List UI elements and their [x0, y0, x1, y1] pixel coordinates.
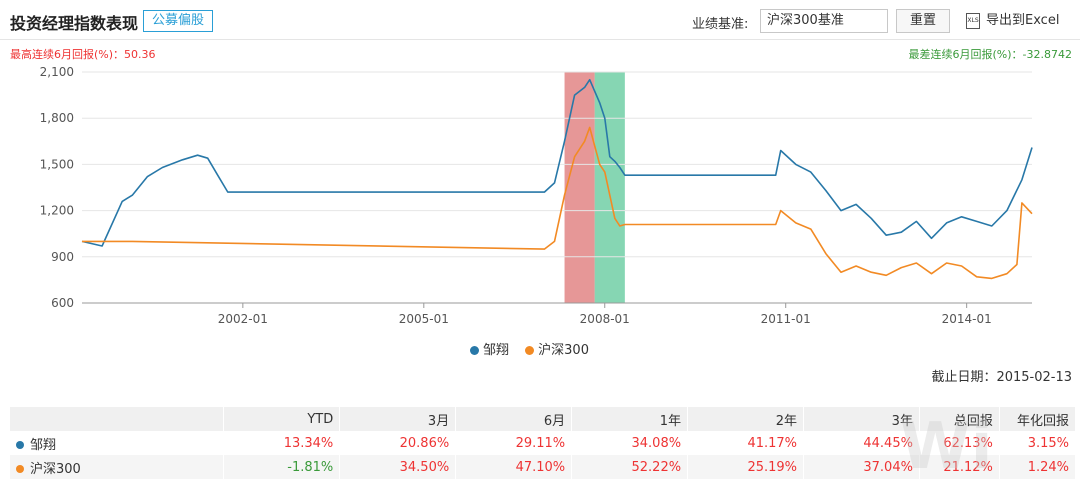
- table-row: 沪深300 -1.81% 34.50% 47.10% 52.22% 25.19% 37.04…: [10, 455, 1077, 479]
- legend-marker: [470, 346, 479, 355]
- legend-item-index[interactable]: 沪深300: [525, 343, 589, 358]
- legend-label: 邹翔: [483, 343, 510, 358]
- return-cell: 62.13%: [919, 431, 1000, 455]
- series-marker: [16, 441, 24, 449]
- reset-button[interactable]: 重置: [896, 9, 950, 33]
- performance-table: YTD 3月 6月 1年 2年 3年 总回报 年化回报 邹翔 13.34% 20.8…: [10, 407, 1077, 479]
- return-cell: 20.86%: [339, 431, 457, 455]
- x-tick-label: 2005-01: [399, 312, 449, 326]
- return-cell: 13.34%: [223, 431, 341, 455]
- return-cell: 34.50%: [339, 455, 457, 479]
- worst-period-band: [594, 72, 625, 303]
- best-period-band: [564, 72, 595, 303]
- x-tick-label: 2014-01: [942, 312, 992, 326]
- y-tick-label: 1,800: [40, 111, 74, 125]
- export-excel-button[interactable]: XLS 导出到Excel: [966, 11, 1059, 31]
- return-cell: 37.04%: [803, 455, 920, 479]
- return-cell: 21.12%: [919, 455, 1000, 479]
- return-cell: 52.22%: [571, 455, 689, 479]
- legend-item-manager[interactable]: 邹翔: [470, 343, 509, 358]
- col-header: 总回报: [919, 407, 1000, 431]
- benchmark-input[interactable]: 沪深300基准: [760, 9, 888, 33]
- col-header: 年化回报: [999, 407, 1077, 431]
- series-line-index: [82, 126, 1033, 280]
- return-cell: 47.10%: [455, 455, 573, 479]
- performance-chart: 600 900 1,200 1,500 1,800 2,100 2002-01 2005-01…: [40, 65, 1033, 326]
- benchmark-label: 业绩基准:: [692, 17, 749, 32]
- chart-legend: 邹翔 沪深300: [470, 339, 601, 358]
- series-marker: [16, 465, 24, 473]
- x-tick-label: 2002-01: [218, 312, 268, 326]
- xls-file-icon: XLS: [966, 12, 980, 29]
- y-tick-label: 2,100: [40, 65, 74, 79]
- fund-type-tag[interactable]: 公募偏股: [143, 10, 214, 32]
- export-label: 导出到Excel: [986, 13, 1060, 28]
- return-cell: 44.45%: [803, 431, 920, 455]
- row-name: 沪深300: [30, 461, 81, 477]
- x-tick-label: 2011-01: [761, 312, 811, 326]
- table-row: 邹翔 13.34% 20.86% 29.11% 34.08% 41.17% 44.45% 62…: [10, 431, 1077, 455]
- x-tick-label: 2008-01: [580, 312, 630, 326]
- row-name-cell: 沪深300: [10, 455, 225, 479]
- row-name: 邹翔: [30, 437, 57, 453]
- legend-label: 沪深300: [538, 343, 589, 358]
- col-header: YTD: [223, 407, 341, 431]
- return-cell: -1.81%: [223, 455, 341, 479]
- return-cell: 34.08%: [571, 431, 689, 455]
- return-cell: 3.15%: [999, 431, 1077, 455]
- return-cell: 41.17%: [687, 431, 805, 455]
- table-header-row: YTD 3月 6月 1年 2年 3年 总回报 年化回报: [10, 407, 1077, 431]
- header-bar: 投资经理指数表现 公募偏股 业绩基准: 沪深300基准 重置 XLS 导出到Exc…: [0, 0, 1080, 40]
- col-header: [10, 407, 225, 431]
- page-title: 投资经理指数表现: [10, 14, 139, 33]
- worst-return-stat: 最差连续6月回报(%)：-32.8742: [908, 48, 1073, 61]
- y-tick-label: 600: [51, 296, 74, 310]
- row-name-cell: 邹翔: [10, 431, 225, 455]
- col-header: 6月: [455, 407, 573, 431]
- return-cell: 25.19%: [687, 455, 805, 479]
- col-header: 3年: [803, 407, 920, 431]
- return-cell: 1.24%: [999, 455, 1077, 479]
- return-cell: 29.11%: [455, 431, 573, 455]
- y-tick-label: 900: [51, 250, 74, 264]
- legend-marker: [525, 346, 535, 355]
- col-header: 1年: [571, 407, 689, 431]
- y-tick-label: 1,500: [40, 157, 74, 171]
- y-tick-label: 1,200: [40, 204, 74, 218]
- deadline-date: 截止日期：2015-02-13: [931, 370, 1072, 385]
- series-line-manager: [81, 78, 1033, 247]
- best-return-stat: 最高连续6月回报(%)：50.36: [10, 48, 156, 61]
- col-header: 3月: [339, 407, 457, 431]
- col-header: 2年: [687, 407, 805, 431]
